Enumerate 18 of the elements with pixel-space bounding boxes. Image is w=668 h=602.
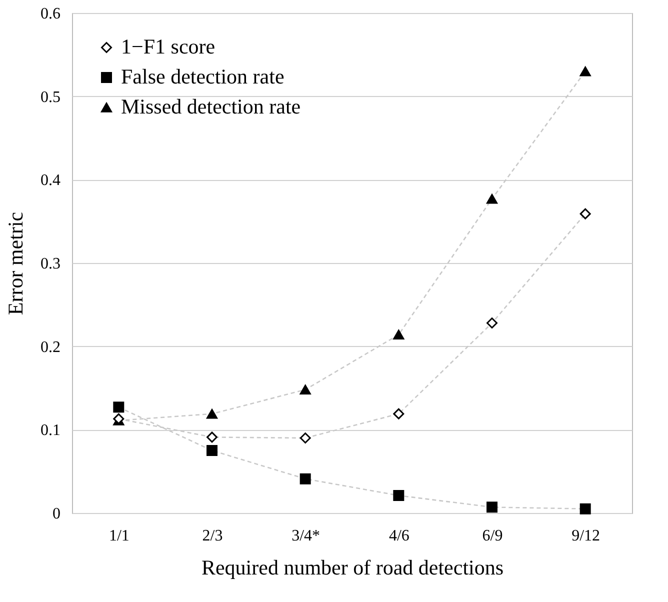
x-tick-label: 3/4* — [292, 528, 320, 544]
y-tick-label: 0.6 — [40, 6, 60, 22]
y-tick-label: 0.2 — [40, 338, 60, 356]
x-axis-title: Required number of road detections — [201, 556, 504, 580]
x-tick-label: 9/12 — [572, 528, 600, 544]
y-tick-label: 0.5 — [40, 88, 60, 106]
y-tick-label: 0.1 — [40, 422, 60, 440]
x-tick-label: 1/1 — [108, 528, 130, 544]
y-tick-label: 0.4 — [40, 172, 60, 190]
y-tick-label: 0 — [52, 506, 60, 522]
legend-label: Missed detection rate — [121, 94, 301, 118]
y-axis-title: Error metric — [4, 212, 28, 316]
legend-label: 1−F1 score — [121, 34, 216, 58]
x-tick-label: 6/9 — [482, 528, 503, 544]
legend-label: False detection rate — [121, 64, 284, 88]
x-tick-label: 2/3 — [202, 528, 223, 544]
y-tick-label: 0.3 — [40, 256, 60, 272]
x-tick-label: 4/6 — [388, 528, 410, 544]
